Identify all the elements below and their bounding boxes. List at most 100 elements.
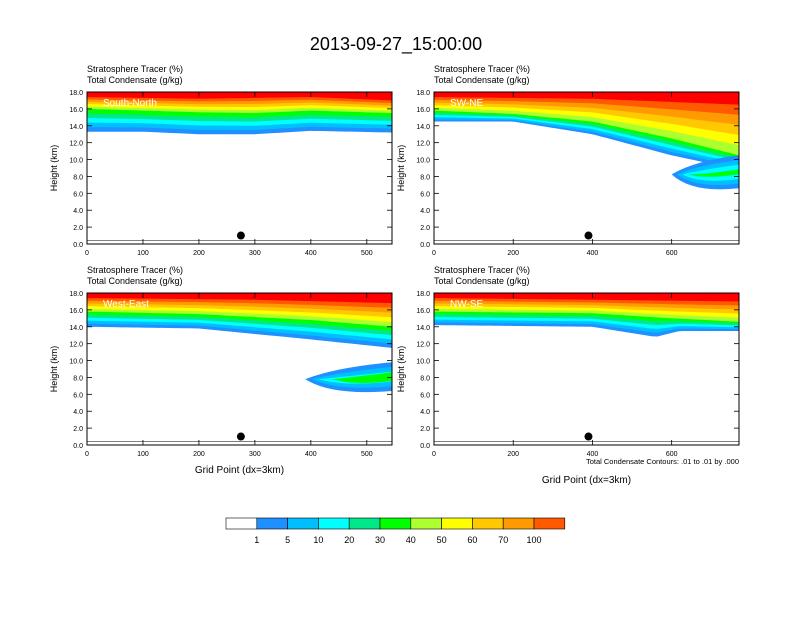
section-label: NW-SE (450, 299, 483, 310)
tracer-field (434, 92, 739, 241)
y-tick-label: 14.0 (416, 124, 430, 131)
colorbar-swatch-10 (533, 517, 566, 530)
x-tick-label: 0 (85, 250, 89, 257)
tracer-field (87, 92, 392, 241)
colorbar-label: 100 (526, 535, 541, 545)
colorbar-label: 20 (344, 535, 354, 545)
y-tick-label: 0.0 (73, 242, 83, 249)
y-tick-label: 0.0 (420, 242, 430, 249)
y-tick-label: 12.0 (416, 141, 430, 148)
location-marker (584, 432, 593, 441)
location-marker (584, 231, 593, 240)
x-tick-label: 400 (305, 451, 317, 458)
y-tick-label: 10.0 (416, 158, 430, 165)
tracer-band-level-11 (87, 92, 392, 101)
y-tick-label: 16.0 (69, 308, 83, 315)
y-tick-label: 4.0 (73, 409, 83, 416)
y-tick-label: 4.0 (420, 208, 430, 215)
y-tick-label: 2.0 (73, 225, 83, 232)
section-label: West-East (103, 299, 149, 310)
y-tick-label: 4.0 (73, 208, 83, 215)
location-marker (236, 432, 245, 441)
x-tick-label: 500 (361, 250, 373, 257)
plume-level-5 (333, 372, 392, 383)
y-axis-label: Height (km) (396, 145, 406, 192)
panel-var-condensate: Total Condensate (g/kg) (434, 75, 530, 85)
colorbar-swatch-5 (379, 517, 412, 530)
y-tick-label: 4.0 (420, 409, 430, 416)
x-tick-label: 200 (507, 250, 519, 257)
plot-frame (86, 91, 393, 245)
y-tick-label: 6.0 (420, 392, 430, 399)
tracer-band-level-11 (87, 293, 392, 304)
panel-nw-se: Stratosphere Tracer (%)Total Condensate … (396, 265, 740, 486)
x-axis-label: Grid Point (dx=3km) (195, 465, 284, 476)
section-label: SW-NE (450, 98, 483, 109)
y-tick-label: 16.0 (69, 107, 83, 114)
y-tick-label: 12.0 (69, 342, 83, 349)
colorbar-swatch-7 (441, 517, 473, 530)
panel-var-condensate: Total Condensate (g/kg) (87, 75, 183, 85)
panel-sw-ne: Stratosphere Tracer (%)Total Condensate … (396, 64, 740, 257)
y-tick-label: 8.0 (420, 375, 430, 382)
colorbar-swatch-8 (472, 517, 504, 530)
y-tick-label: 0.0 (420, 443, 430, 450)
panel-var-condensate: Total Condensate (g/kg) (434, 276, 530, 286)
x-tick-label: 500 (361, 451, 373, 458)
y-tick-label: 18.0 (416, 90, 430, 97)
panels-group: Stratosphere Tracer (%)Total Condensate … (49, 64, 740, 486)
colorbar-label: 30 (375, 535, 385, 545)
y-tick-label: 10.0 (416, 359, 430, 366)
y-tick-label: 8.0 (73, 375, 83, 382)
y-tick-label: 10.0 (69, 359, 83, 366)
y-tick-label: 2.0 (420, 426, 430, 433)
colorbar-label: 60 (467, 535, 477, 545)
colorbar-label: 40 (406, 535, 416, 545)
x-tick-label: 400 (587, 451, 599, 458)
panel-var-condensate: Total Condensate (g/kg) (87, 276, 183, 286)
x-tick-label: 0 (432, 451, 436, 458)
colorbar-label: 1 (254, 535, 259, 545)
y-axis-label: Height (km) (396, 346, 406, 393)
x-tick-label: 200 (193, 451, 205, 458)
plot-frame (86, 292, 393, 446)
y-tick-label: 18.0 (69, 90, 83, 97)
panel-var-stratosphere: Stratosphere Tracer (%) (87, 64, 183, 74)
tracer-field (434, 293, 739, 442)
contour-note: Total Condensate Contours: .01 to .01 by… (586, 457, 739, 466)
y-tick-label: 14.0 (69, 325, 83, 332)
section-label: South-North (103, 98, 157, 109)
x-tick-label: 200 (507, 451, 519, 458)
y-tick-label: 12.0 (416, 342, 430, 349)
y-tick-label: 16.0 (416, 107, 430, 114)
x-axis-label: Grid Point (dx=3km) (542, 475, 631, 486)
x-tick-label: 0 (432, 250, 436, 257)
y-axis-label: Height (km) (49, 145, 59, 192)
colorbar-swatch-0 (225, 517, 258, 530)
plume-level-3 (682, 164, 739, 181)
panel-south-north: Stratosphere Tracer (%)Total Condensate … (49, 64, 393, 257)
colorbar-swatch-2 (287, 517, 319, 530)
location-marker (236, 231, 245, 240)
figure-title: 2013-09-27_15:00:00 (310, 34, 482, 55)
panel-var-stratosphere: Stratosphere Tracer (%) (434, 64, 530, 74)
panel-var-stratosphere: Stratosphere Tracer (%) (434, 265, 530, 275)
x-tick-label: 400 (305, 250, 317, 257)
y-tick-label: 18.0 (69, 291, 83, 298)
x-tick-label: 200 (193, 250, 205, 257)
y-tick-label: 12.0 (69, 141, 83, 148)
y-tick-label: 6.0 (73, 191, 83, 198)
x-tick-label: 400 (587, 250, 599, 257)
y-tick-label: 14.0 (69, 124, 83, 131)
y-tick-label: 14.0 (416, 325, 430, 332)
colorbar-label: 5 (285, 535, 290, 545)
y-tick-label: 8.0 (420, 174, 430, 181)
x-tick-label: 100 (137, 451, 149, 458)
panel-west-east: Stratosphere Tracer (%)Total Condensate … (49, 265, 393, 476)
tracer-field (87, 293, 392, 442)
y-tick-label: 2.0 (73, 426, 83, 433)
colorbar-swatch-4 (348, 517, 381, 530)
colorbar-swatch-3 (318, 517, 350, 530)
colorbar-swatch-9 (502, 517, 535, 530)
plot-frame (433, 292, 740, 446)
